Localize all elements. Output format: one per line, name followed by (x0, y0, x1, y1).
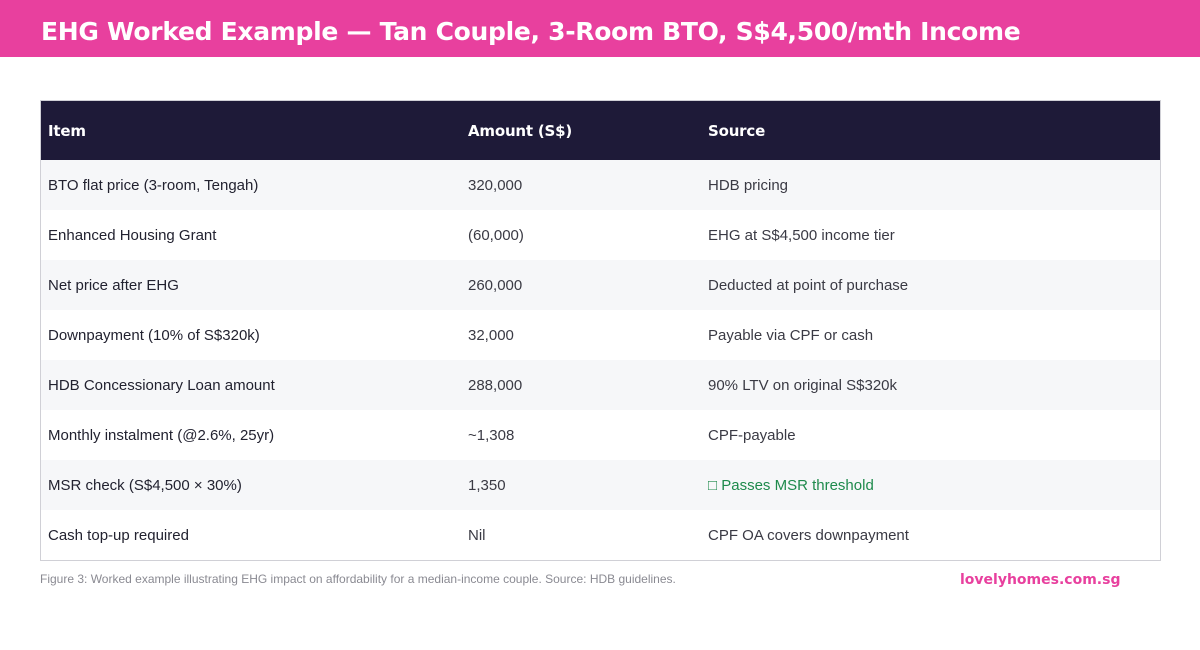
row-source: Deducted at point of purchase (708, 276, 909, 294)
table-row: MSR check (S$4,500 × 30%) 1,350 □ Passes… (41, 460, 1160, 510)
table-row: Downpayment (10% of S$320k) 32,000 Payab… (41, 310, 1160, 360)
row-item: Monthly instalment (@2.6%, 25yr) (48, 426, 275, 444)
table-row: HDB Concessionary Loan amount 288,000 90… (41, 360, 1160, 410)
row-source: CPF-payable (708, 426, 796, 444)
table-header-row: Item Amount (S$) Source (41, 101, 1160, 160)
table-row: Cash top-up required Nil CPF OA covers d… (41, 510, 1160, 560)
table-row: Net price after EHG 260,000 Deducted at … (41, 260, 1160, 310)
column-header-item: Item (48, 121, 86, 140)
row-amount: 32,000 (468, 326, 514, 344)
page-title: EHG Worked Example — Tan Couple, 3-Room … (41, 17, 1021, 46)
row-item: Cash top-up required (48, 526, 189, 544)
figure-caption: Figure 3: Worked example illustrating EH… (40, 572, 676, 586)
column-header-source: Source (708, 121, 766, 140)
row-amount: 1,350 (468, 476, 506, 494)
row-amount: 260,000 (468, 276, 523, 294)
column-header-amount: Amount (S$) (468, 121, 573, 140)
title-banner: EHG Worked Example — Tan Couple, 3-Room … (0, 0, 1200, 57)
row-item: MSR check (S$4,500 × 30%) (48, 476, 242, 494)
row-amount: 320,000 (468, 176, 523, 194)
row-source: 90% LTV on original S$320k (708, 376, 898, 394)
row-amount: ~1,308 (468, 426, 515, 444)
row-item: Downpayment (10% of S$320k) (48, 326, 260, 344)
row-item: HDB Concessionary Loan amount (48, 376, 275, 394)
table-row: BTO flat price (3-room, Tengah) 320,000 … (41, 160, 1160, 210)
row-source: CPF OA covers downpayment (708, 526, 909, 544)
table-row: Monthly instalment (@2.6%, 25yr) ~1,308 … (41, 410, 1160, 460)
row-source: HDB pricing (708, 176, 789, 194)
row-item: Enhanced Housing Grant (48, 226, 217, 244)
row-amount: (60,000) (468, 226, 524, 244)
row-item: Net price after EHG (48, 276, 179, 294)
row-amount: 288,000 (468, 376, 523, 394)
row-amount: Nil (468, 526, 486, 544)
row-source: Payable via CPF or cash (708, 326, 874, 344)
row-source: EHG at S$4,500 income tier (708, 226, 895, 244)
msr-pass-status: □ Passes MSR threshold (708, 476, 874, 494)
worked-example-table: Item Amount (S$) Source BTO flat price (… (40, 100, 1161, 561)
table-row: Enhanced Housing Grant (60,000) EHG at S… (41, 210, 1160, 260)
row-item: BTO flat price (3-room, Tengah) (48, 176, 259, 194)
brand-logo-text: lovelyhomes.com.sg (960, 572, 1121, 588)
